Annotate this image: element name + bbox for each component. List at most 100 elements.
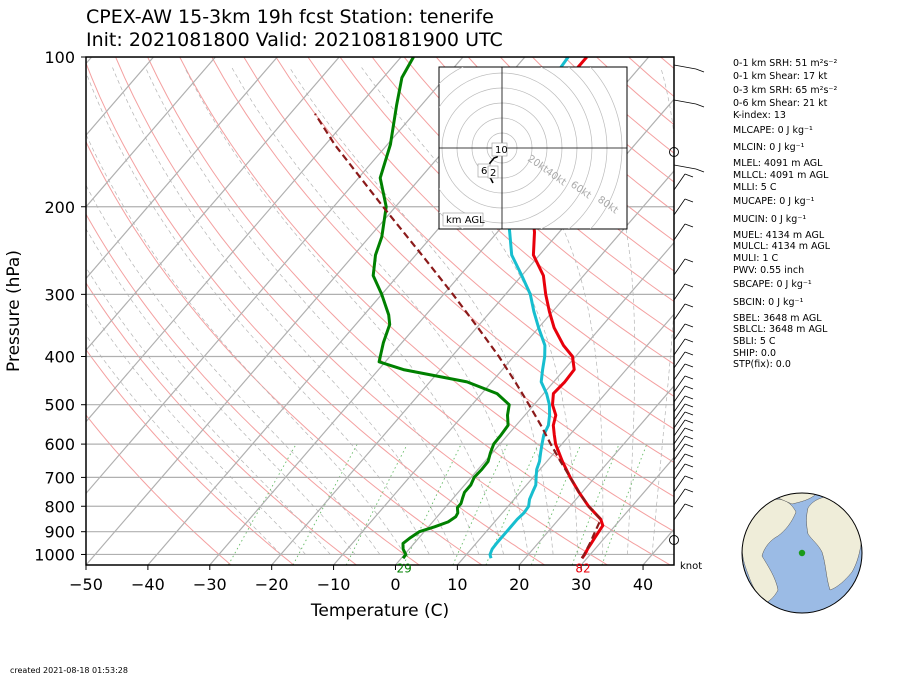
wind-barb-flag (684, 283, 694, 288)
wind-barb (673, 435, 686, 453)
y-tick-label: 600 (44, 435, 75, 454)
wind-barb (673, 164, 697, 170)
wind-barb (673, 385, 686, 403)
wind-barb (673, 419, 686, 437)
wind-barb-flag (684, 173, 694, 178)
wind-barb-flag (684, 463, 694, 468)
wind-barb (673, 403, 686, 421)
wind-barb (673, 395, 686, 413)
x-tick-label: 0 (390, 575, 400, 594)
index-line: 0-1 km Shear: 17 kt (733, 71, 828, 82)
y-tick-label: 1000 (34, 545, 75, 564)
index-line: SBCIN: 0 J kg⁻¹ (733, 297, 804, 308)
dry-adiabat (86, 282, 357, 565)
surface-label: 82 (575, 561, 590, 575)
wind-barb (673, 223, 686, 241)
index-line: MUCAPE: 0 J kg⁻¹ (733, 196, 815, 207)
index-line: MUEL: 4134 m AGL (733, 230, 825, 241)
wind-barb (673, 283, 686, 301)
isotherm (86, 57, 402, 423)
wind-barb-flag (695, 103, 705, 108)
dry-adiabat (115, 57, 608, 565)
series-line-dewpoint (371, 57, 511, 560)
index-line: 0-1 km SRH: 51 m²s⁻² (733, 58, 837, 69)
wind-barb (673, 503, 686, 521)
wind-barb-flag (684, 403, 694, 408)
wind-barb-flag (684, 323, 694, 328)
dry-adiabat (275, 57, 674, 430)
moist-adiabat (184, 67, 504, 555)
y-tick-label: 400 (44, 348, 75, 367)
x-tick-label: 10 (447, 575, 467, 594)
index-line: SHIP: 0.0 (733, 348, 776, 359)
index-line: MLCIN: 0 J kg⁻¹ (733, 142, 805, 153)
series-line-parcel (314, 113, 602, 559)
index-line: MLLCL: 4091 m AGL (733, 170, 829, 181)
hodo-height-box (487, 165, 499, 179)
index-line: SBCAPE: 0 J kg⁻¹ (733, 279, 812, 290)
mixing-ratio-line (601, 443, 648, 565)
wind-barb (673, 64, 697, 70)
wind-barb-flag (684, 223, 694, 228)
moist-adiabat (86, 228, 356, 555)
wind-barb-flag (684, 435, 694, 440)
mixing-ratio-line (571, 443, 620, 565)
dry-adiabat (371, 57, 674, 334)
index-line: SBLCL: 3648 m AGL (733, 324, 828, 335)
y-tick-label: 700 (44, 468, 75, 487)
index-line: MULI: 1 C (733, 253, 779, 264)
chart-subtitle: Init: 2021081800 Valid: 202108181900 UTC (86, 29, 503, 51)
hodo-footer: km AGL (446, 215, 485, 226)
hodo-height-label: 2 (490, 168, 496, 179)
wind-barb (673, 198, 686, 216)
hodo-height-label: 10 (495, 145, 508, 156)
calm-wind-circle (669, 535, 679, 545)
dry-adiabat (86, 414, 232, 565)
index-line: PWV: 0.55 inch (733, 265, 804, 276)
wind-barb (673, 99, 697, 105)
isotherm (580, 456, 674, 565)
x-tick-label: −20 (255, 575, 289, 594)
dry-adiabat (307, 57, 674, 397)
series-line-wetbulb (488, 57, 570, 559)
wind-barb-flag (684, 475, 694, 480)
dry-adiabat (435, 57, 674, 272)
index-line: K-index: 13 (733, 110, 786, 121)
index-line: SBEL: 3648 m AGL (733, 313, 822, 324)
wind-barb (673, 453, 686, 471)
x-tick-label: 20 (509, 575, 529, 594)
x-tick-label: −50 (69, 575, 103, 594)
moist-adiabat (86, 334, 282, 555)
moist-adiabat (112, 67, 455, 555)
index-line: STP(fix): 0.0 (733, 359, 791, 370)
wind-barb-flag (684, 395, 694, 400)
location-globe (741, 492, 863, 614)
isotherm (86, 57, 464, 495)
wind-barb-flag (695, 168, 705, 173)
moist-adiabat (86, 133, 405, 555)
moist-adiabat (86, 71, 430, 555)
wind-barb-flag (695, 68, 705, 73)
surface-label: 29 (396, 561, 411, 575)
isotherm (271, 98, 674, 565)
wind-barb (673, 463, 686, 481)
moist-adiabat (86, 266, 331, 555)
wind-barb (673, 173, 686, 191)
index-line: 0-6 km Shear: 21 kt (733, 98, 828, 109)
x-axis-label: Temperature (C) (310, 601, 449, 621)
wind-unit-label: knot (680, 561, 702, 572)
hodograph-inset: 20kt 40kt 60kt 80kt 10 6 2 km AGL (438, 66, 628, 230)
wind-barb (673, 338, 686, 356)
wind-barbs (669, 57, 705, 565)
chart-title: CPEX-AW 15-3km 19h fcst Station: tenerif… (86, 6, 494, 28)
calm-wind-circle (669, 147, 679, 157)
x-tick-label: −40 (131, 575, 165, 594)
x-tick-label: 30 (571, 575, 591, 594)
isotherm (456, 313, 674, 565)
hodo-height-label: 6 (481, 166, 487, 177)
x-tick-label: −10 (317, 575, 351, 594)
y-axis-label: Pressure (hPa) (4, 250, 24, 372)
moist-adiabat (289, 67, 554, 555)
y-tick-label: 200 (44, 198, 75, 217)
wind-barb-flag (684, 503, 694, 508)
